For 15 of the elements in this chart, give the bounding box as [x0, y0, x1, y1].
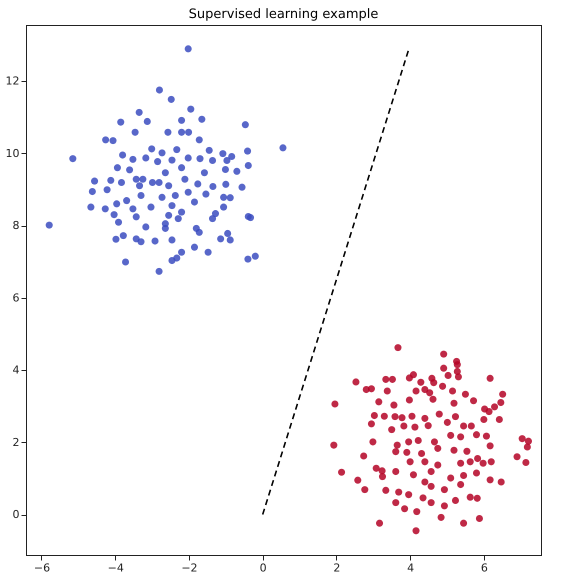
x-tick-label: 0 [260, 562, 267, 574]
x-tick-label: −6 [34, 562, 50, 574]
y-tick-label: 2 [12, 436, 20, 449]
y-tick-label: 8 [12, 219, 20, 232]
x-tick-label: 6 [480, 562, 488, 574]
x-tick-label: 2 [333, 562, 340, 574]
y-tick-label: 4 [12, 364, 20, 377]
x-tick-label: 4 [407, 562, 414, 574]
y-tick-label: 0 [12, 508, 20, 522]
y-tick-label: 10 [6, 146, 20, 160]
y-tick-label: 6 [12, 291, 20, 304]
x-tick-label: −2 [181, 562, 198, 574]
y-tick-label: 12 [6, 74, 20, 88]
chart-title: Supervised learning example [188, 7, 378, 22]
x-tick-label: −4 [108, 562, 124, 574]
